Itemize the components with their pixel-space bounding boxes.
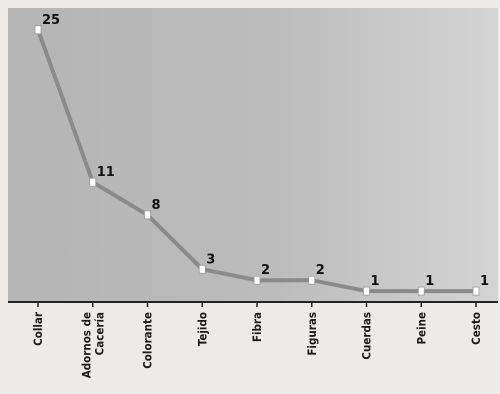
- x-tick-label: Adornos de Cacería: [79, 312, 106, 378]
- x-tick-label: Cesto: [469, 312, 483, 345]
- plot-area: [8, 8, 498, 302]
- data-label: 1: [425, 274, 434, 289]
- x-tick-label: Cuerdas: [360, 312, 374, 360]
- x-tick-label: Figuras: [305, 312, 319, 356]
- x-tick-label-line: Cacería: [92, 312, 106, 355]
- data-label: 8: [152, 198, 161, 213]
- x-tick-label-line: Collar: [31, 311, 45, 346]
- x-tick-label-line: Tejido: [195, 312, 209, 346]
- x-axis-ticks: [37, 302, 477, 307]
- x-tick-label-line: Peine: [414, 312, 428, 345]
- data-label: 2: [261, 263, 270, 278]
- x-tick-label: Collar: [31, 311, 45, 346]
- data-point-marker: [89, 177, 97, 187]
- x-tick-label-line: Figuras: [305, 312, 319, 356]
- x-tick-label: Fibra: [250, 312, 264, 342]
- data-label: 1: [480, 274, 489, 289]
- data-label: 25: [42, 13, 60, 28]
- x-tick-label-line: Adornos de: [79, 312, 93, 378]
- x-tick-label-line: Colorante: [141, 312, 155, 369]
- data-point-marker: [253, 275, 261, 285]
- data-point-marker: [417, 286, 425, 296]
- data-label: 11: [97, 165, 115, 180]
- data-markers: [34, 25, 480, 296]
- data-label: 3: [206, 252, 215, 267]
- data-point-marker: [144, 210, 151, 220]
- x-tick-label-line: Cesto: [469, 312, 483, 345]
- x-tick-labels: Collar Adornos de Cacería Colorante Tejido Fi…: [31, 311, 483, 378]
- data-point-marker: [363, 286, 370, 296]
- data-point-marker: [198, 264, 206, 274]
- data-point-marker: [34, 25, 42, 35]
- x-tick-label: Peine: [414, 312, 428, 345]
- x-tick-label-line: Cuerdas: [360, 312, 374, 360]
- data-point-marker: [472, 286, 480, 296]
- data-label: 1: [371, 274, 380, 289]
- x-tick-label: Tejido: [195, 312, 209, 346]
- data-label: 2: [316, 263, 325, 278]
- x-tick-label: Colorante: [141, 312, 155, 369]
- x-tick-label-line: Fibra: [250, 312, 264, 342]
- data-point-marker: [308, 275, 316, 285]
